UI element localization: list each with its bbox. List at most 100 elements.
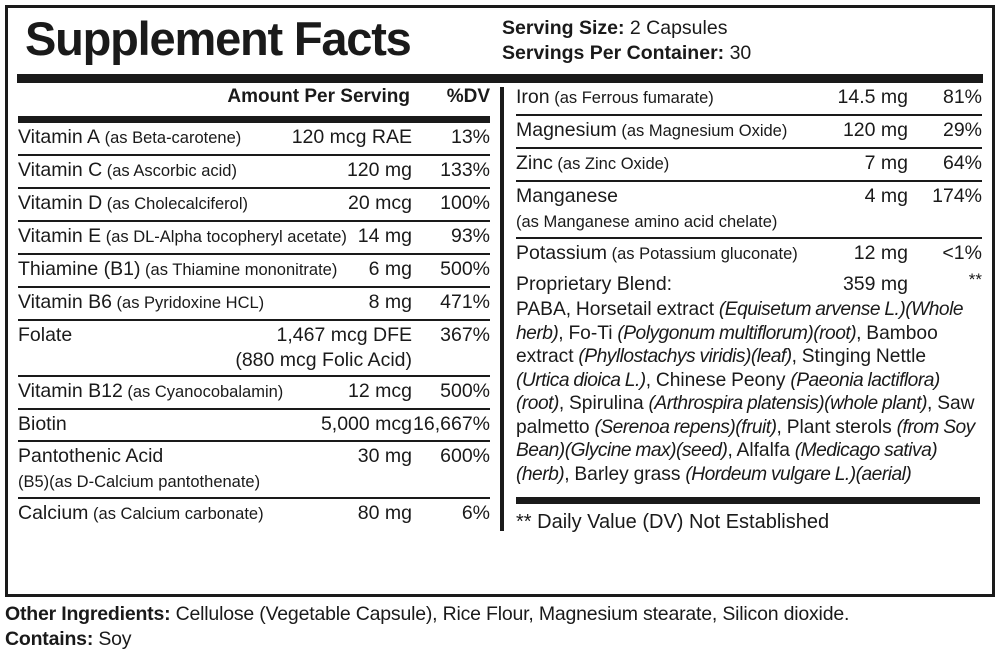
nutrient-main-line: Folate 1,467 mcg DFE 367% [18,323,490,348]
nutrient-main-line: Magnesium (as Magnesium Oxide) 120 mg 29% [516,118,982,144]
nutrient-second-line: (B5)(as D-Calcium pantothenate) [18,473,261,491]
nutrient-second-line: (880 mcg Folic Acid) [235,349,412,371]
header-rule [17,74,983,83]
nutrient-main-line: Vitamin C (as Ascorbic acid) 120 mg 133% [18,158,490,184]
nutrient-row: Thiamine (B1) (as Thiamine mononitrate) 6… [18,255,490,288]
nutrient-source: (as Magnesium Oxide) [616,122,788,140]
contains-value: Soy [98,628,132,650]
nutrient-name: Vitamin B12 (as Cyanocobalamin) [18,380,284,402]
nutrient-amount: 120 mg [842,119,908,141]
nutrient-percent-dv: 500% [440,258,490,280]
nutrient-source: (as Thiamine mononitrate) [140,261,338,279]
serving-info: Serving Size: 2 Capsules Servings Per Co… [496,8,992,66]
nutrient-percent-dv: 100% [440,192,490,214]
nutrient-name: Vitamin A (as Beta-carotene) [18,126,242,148]
dv-not-established-note: ** Daily Value (DV) Not Established [516,511,830,533]
nutrient-amount: 12 mcg [348,380,412,402]
nutrient-main-line: Vitamin E (as DL-Alpha tocopheryl acetat… [18,224,490,250]
nutrient-percent-dv: 133% [440,159,490,181]
nutrient-name: Vitamin E (as DL-Alpha tocopheryl acetat… [18,225,347,247]
nutrient-amount: 30 mg [357,445,412,467]
servings-per-container-line: Servings Per Container: 30 [502,41,992,66]
other-ingredients-value: Cellulose (Vegetable Capsule), Rice Flou… [175,603,850,625]
nutrient-name: Vitamin C (as Ascorbic acid) [18,159,237,181]
blend-ingredients: PABA, Horsetail extract (Equisetum arven… [516,299,975,485]
column-divider [500,87,504,531]
nutrient-row: Manganese 4 mg 174% (as Manganese amino aci… [516,182,982,239]
nutrient-row: Pantothenic Acid 30 mg 600% (B5)(as D-Calci… [18,442,490,499]
nutrient-name: Thiamine (B1) (as Thiamine mononitrate) [18,258,338,280]
blend-amount: 359 mg [842,273,908,295]
nutrient-source: (as Potassium gluconate) [607,245,798,263]
proprietary-blend-row: Proprietary Blend: 359 mg ** PABA, Horse… [516,270,982,489]
nutrient-second-line: (as Manganese amino acid chelate) [516,213,778,231]
nutrient-source: (as Cyanocobalamin) [122,383,284,401]
dv-note-rule [516,497,980,504]
left-column: Amount Per Serving %DV Vitamin A (as Bet… [8,83,500,537]
nutrient-percent-dv: 367% [440,324,490,346]
left-nutrient-rows: Vitamin A (as Beta-carotene) 120 mcg RAE 1… [18,123,490,530]
nutrient-main-line: Calcium (as Calcium carbonate) 80 mg 6% [18,501,490,527]
nutrient-row: Vitamin E (as DL-Alpha tocopheryl acetat… [18,222,490,255]
servings-per-container-value: 30 [729,42,752,64]
nutrient-source: (as Calcium carbonate) [88,505,264,523]
contains-label: Contains: [5,628,94,650]
right-nutrient-rows: Iron (as Ferrous fumarate) 14.5 mg 81% Magn… [516,83,982,270]
nutrient-name: Magnesium (as Magnesium Oxide) [516,119,788,141]
nutrient-main-line: Biotin 5,000 mcg 16,667% [18,412,490,437]
right-column: Iron (as Ferrous fumarate) 14.5 mg 81% Magn… [504,83,992,537]
servings-per-container-label: Servings Per Container: [502,42,725,64]
nutrient-columns: Amount Per Serving %DV Vitamin A (as Bet… [8,83,992,537]
nutrient-row: Vitamin C (as Ascorbic acid) 120 mg 133% [18,156,490,189]
nutrient-row: Calcium (as Calcium carbonate) 80 mg 6% [18,499,490,530]
nutrient-row: Iron (as Ferrous fumarate) 14.5 mg 81% [516,83,982,116]
blend-dv-asterisks: ** [968,270,982,289]
nutrient-name: Folate [18,324,73,346]
serving-size-line: Serving Size: 2 Capsules [502,16,992,41]
label-header: Supplement Facts Serving Size: 2 Capsule… [8,8,992,74]
nutrient-source: (as Pyridoxine HCL) [111,294,265,312]
nutrient-row: Folate 1,467 mcg DFE 367% (880 mcg Folic Ac… [18,321,490,377]
nutrient-main-line: Vitamin D (as Cholecalciferol) 20 mcg 100% [18,191,490,217]
blend-name: Proprietary Blend: [516,273,673,295]
nutrient-percent-dv: 6% [461,502,490,524]
nutrient-row: Zinc (as Zinc Oxide) 7 mg 64% [516,149,982,182]
nutrient-amount: 14 mg [357,225,412,247]
nutrient-source: (as DL-Alpha tocopheryl acetate) [101,228,347,246]
title-container: Supplement Facts [8,8,496,68]
page-title: Supplement Facts [25,12,412,65]
nutrient-amount: 7 mg [864,152,908,174]
nutrient-row: Biotin 5,000 mcg 16,667% [18,410,490,442]
nutrient-percent-dv: <1% [942,242,982,264]
nutrient-row: Vitamin A (as Beta-carotene) 120 mcg RAE 1… [18,123,490,156]
facts-panel: Supplement Facts Serving Size: 2 Capsule… [5,5,995,597]
nutrient-percent-dv: 64% [942,152,982,174]
nutrient-name: Manganese [516,185,618,207]
blend-dv: ** [908,270,982,297]
percent-dv-header: %DV [446,86,490,107]
column-header-rule [18,116,490,123]
nutrient-amount: 8 mg [368,291,412,313]
nutrient-main-line: Vitamin A (as Beta-carotene) 120 mcg RAE 1… [18,125,490,151]
nutrient-row: Vitamin B6 (as Pyridoxine HCL) 8 mg 471% [18,288,490,321]
nutrient-percent-dv: 29% [942,119,982,141]
nutrient-source: (as Ferrous fumarate) [549,89,714,107]
nutrient-main-line: Zinc (as Zinc Oxide) 7 mg 64% [516,151,982,177]
nutrient-amount: 1,467 mcg DFE [276,324,412,346]
column-headers: Amount Per Serving %DV [18,83,490,114]
nutrient-main-line: Manganese 4 mg 174% [516,184,982,209]
nutrient-amount: 120 mcg RAE [291,126,412,148]
nutrient-main-line: Vitamin B12 (as Cyanocobalamin) 12 mcg 500… [18,379,490,405]
nutrient-name: Calcium (as Calcium carbonate) [18,502,264,524]
nutrient-row: Vitamin D (as Cholecalciferol) 20 mcg 100% [18,189,490,222]
nutrient-main-line: Thiamine (B1) (as Thiamine mononitrate) 6… [18,257,490,283]
nutrient-name: Potassium (as Potassium gluconate) [516,242,798,264]
nutrient-percent-dv: 471% [440,291,490,313]
contains-line: Contains: Soy [5,627,995,652]
nutrient-main-line: Vitamin B6 (as Pyridoxine HCL) 8 mg 471% [18,290,490,316]
nutrient-source: (as Ascorbic acid) [102,162,237,180]
nutrient-main-line: Iron (as Ferrous fumarate) 14.5 mg 81% [516,85,982,111]
other-ingredients-line: Other Ingredients: Cellulose (Vegetable … [5,602,995,627]
nutrient-name: Biotin [18,413,67,435]
